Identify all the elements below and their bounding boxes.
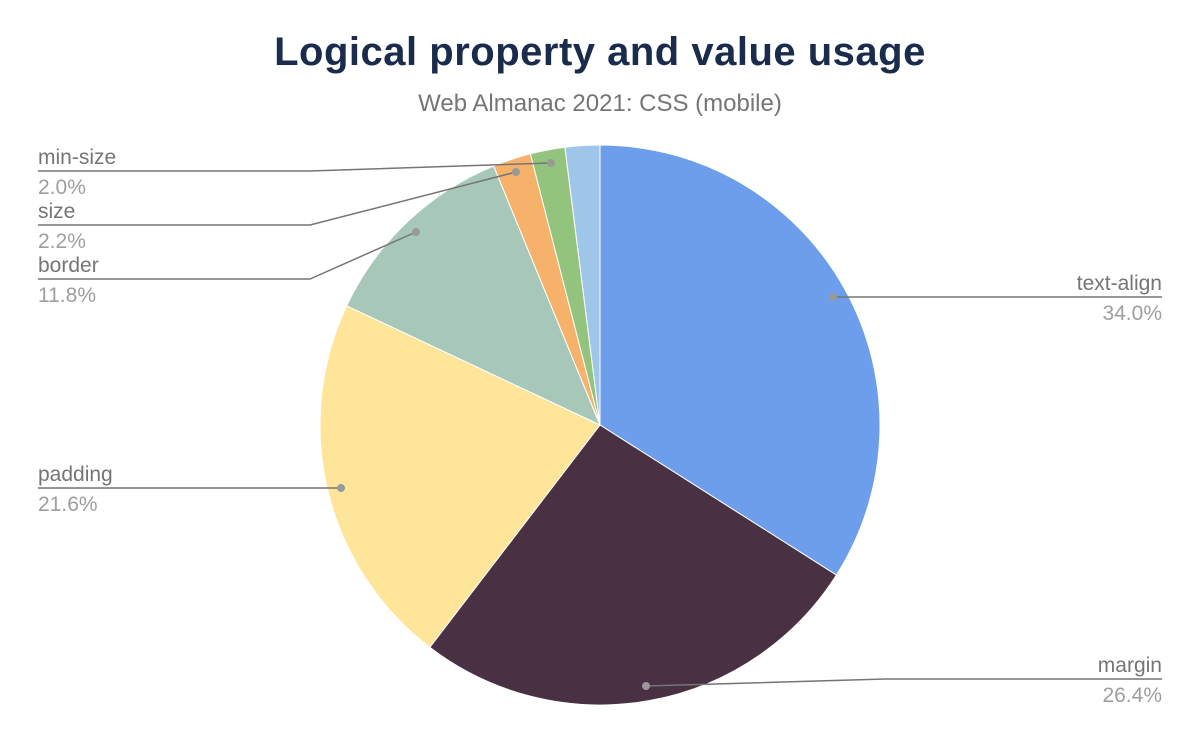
chart-subtitle: Web Almanac 2021: CSS (mobile) bbox=[418, 90, 782, 117]
leader-line bbox=[38, 171, 517, 226]
pie-slices bbox=[319, 144, 881, 706]
pie-slice-text-align bbox=[599, 144, 881, 576]
slice-percent: 26.4% bbox=[1102, 684, 1162, 707]
leader-dot bbox=[337, 484, 345, 492]
callout-margin: margin 26.4% bbox=[642, 654, 1162, 707]
callout-border: border 11.8% bbox=[38, 228, 420, 307]
leader-dot bbox=[512, 168, 520, 176]
callout-size: size 2.2% bbox=[38, 168, 520, 253]
slice-percent: 11.8% bbox=[38, 284, 96, 307]
pie-slice-padding bbox=[319, 305, 601, 649]
leader-line bbox=[645, 678, 1162, 687]
slice-percent: 2.0% bbox=[38, 176, 86, 199]
callout-min-size: min-size 2.0% bbox=[38, 146, 555, 199]
pie-slice-margin bbox=[429, 424, 838, 706]
slice-label: margin bbox=[1098, 654, 1162, 677]
leader-dot bbox=[642, 682, 650, 690]
slice-label: text-align bbox=[1077, 272, 1162, 295]
slice-label: min-size bbox=[38, 146, 116, 169]
leader-dot bbox=[829, 293, 837, 301]
pie-slice-border bbox=[345, 165, 601, 427]
leader-dot bbox=[547, 159, 555, 167]
chart-title: Logical property and value usage bbox=[274, 30, 926, 74]
leader-line bbox=[38, 162, 552, 172]
leader-line bbox=[38, 231, 417, 280]
pie-slice-unlabeled bbox=[564, 144, 601, 426]
slice-label: padding bbox=[38, 463, 113, 486]
slice-label: size bbox=[38, 200, 75, 223]
callout-padding: padding 21.6% bbox=[38, 463, 345, 516]
pie-labels: text-align 34.0% margin 26.4% padding 21.6% bo… bbox=[38, 146, 1162, 707]
slice-percent: 21.6% bbox=[38, 493, 98, 516]
leader-dot bbox=[412, 228, 420, 236]
slice-percent: 34.0% bbox=[1102, 302, 1162, 325]
callout-text-align: text-align 34.0% bbox=[829, 272, 1162, 325]
slice-label: border bbox=[38, 254, 99, 277]
slice-percent: 2.2% bbox=[38, 230, 86, 253]
